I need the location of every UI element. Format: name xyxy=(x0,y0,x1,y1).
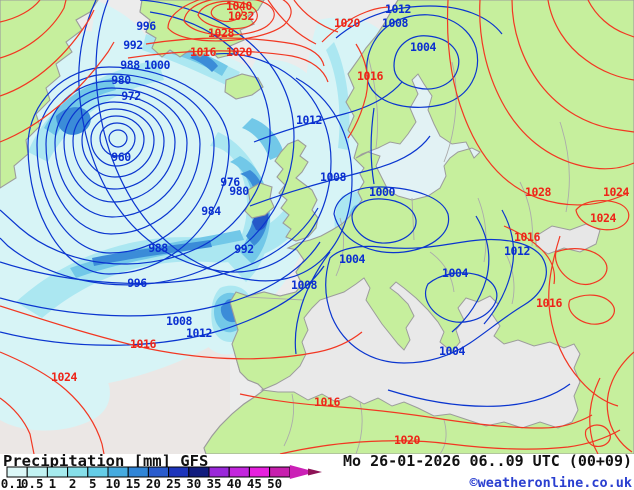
isobar-label: 1020 xyxy=(394,433,421,447)
isobar-label: 960 xyxy=(111,150,131,164)
isobar-label: 1008 xyxy=(291,278,318,292)
isobar-label: 996 xyxy=(127,276,147,290)
isobar-ring xyxy=(63,94,176,203)
isobar-label: 1008 xyxy=(166,314,193,328)
isobar-label: 1024 xyxy=(590,211,617,225)
isobar-label: 1032 xyxy=(228,9,254,23)
isobar-label: 1004 xyxy=(442,266,469,280)
isobar-label: 1004 xyxy=(339,252,366,266)
isobar-label: 996 xyxy=(136,19,156,33)
isobar-label: 1016 xyxy=(130,337,157,351)
isobar-label: 1016 xyxy=(357,69,384,83)
isobar-label: 1004 xyxy=(410,40,437,54)
scale-arrow-tip xyxy=(308,468,322,476)
timestamp: Mo 26-01-2026 06..09 UTC (00+09) xyxy=(343,454,632,470)
scale-tick-label: 50 xyxy=(267,476,282,490)
isobar-ring xyxy=(27,66,230,275)
isobar-label: 1040 xyxy=(226,0,253,13)
legend-canvas: Precipitation [mm] GFS Mo 26-01-2026 06.… xyxy=(1,454,632,490)
isobar-label: 1004 xyxy=(439,344,466,358)
isobar-ring xyxy=(72,101,165,190)
isobar-ring xyxy=(99,122,136,157)
copyright-link[interactable]: ©weatheronline.co.uk xyxy=(469,475,632,490)
color-scale xyxy=(6,466,291,478)
isobar-ring xyxy=(108,129,128,148)
scale-tick-label: 5 xyxy=(89,476,97,490)
scale-tick-label: 10 xyxy=(105,476,120,490)
isobar-ring xyxy=(54,87,188,218)
scale-tick-label: 20 xyxy=(146,476,161,490)
isobar-label: 984 xyxy=(201,204,221,218)
isobar-label: 980 xyxy=(229,184,249,198)
country-borders xyxy=(245,55,570,454)
scale-tick-label: 0.1 xyxy=(1,476,24,490)
scale-tick-label: 40 xyxy=(227,476,242,490)
isobar-label: 1008 xyxy=(320,170,347,184)
isobar-label: 992 xyxy=(234,242,254,256)
isobar-label: 1016 xyxy=(190,45,217,59)
scale-tick-label: 1 xyxy=(49,476,57,490)
isobar-label: 1024 xyxy=(603,185,630,199)
isobar-ring xyxy=(81,108,155,178)
scale-tick-label: 45 xyxy=(247,476,262,490)
isobar-label: 1016 xyxy=(314,395,341,409)
scale-tick-label: 0.5 xyxy=(21,476,44,490)
isobar-label: 1012 xyxy=(385,2,411,16)
isobar-label: 988 xyxy=(148,241,168,255)
isobar-label: 1012 xyxy=(296,113,322,127)
isobar-ring xyxy=(45,80,201,235)
scale-tick-label: 35 xyxy=(206,476,221,490)
isobar-label: 972 xyxy=(121,89,141,103)
isobar-label: 1008 xyxy=(382,16,409,30)
isobar-label: 980 xyxy=(111,73,131,87)
isobar-label: 1020 xyxy=(334,16,361,30)
scale-tick-label: 15 xyxy=(126,476,141,490)
isobar-lines-blue xyxy=(0,0,571,407)
scale-tick-label: 30 xyxy=(186,476,201,490)
isobar-label: 988 xyxy=(120,58,140,72)
scale-tick-label: 25 xyxy=(166,476,181,490)
isobar-label: 1016 xyxy=(536,296,563,310)
legend-title: Precipitation [mm] GFS xyxy=(3,454,208,470)
isobar-label: 1016 xyxy=(514,230,541,244)
isobar-label: 1028 xyxy=(525,185,552,199)
isobar-label: 1028 xyxy=(208,26,235,40)
isobar-ring xyxy=(90,115,145,167)
isobar-label: 1024 xyxy=(51,370,78,384)
scale-tick-labels: 0.10.5 1 2 5 10 15 20 25 30 35 40 45 50 xyxy=(1,476,282,490)
isobar-label: 1020 xyxy=(226,45,253,59)
isobar-ring xyxy=(36,73,215,254)
scale-tick-label: 2 xyxy=(69,476,77,490)
isobar-label: 992 xyxy=(123,38,143,52)
weather-map: 996 992 988 980 972 960 1000 1012 976 980 984 988 99… xyxy=(0,0,634,454)
isobar-label: 1000 xyxy=(144,58,171,72)
low-pressure-rings xyxy=(27,66,230,275)
isobar-label: 1000 xyxy=(369,185,396,199)
isobar-label: 1012 xyxy=(186,326,212,340)
legend-strip: Precipitation [mm] GFS Mo 26-01-2026 06.… xyxy=(0,454,634,490)
scale-arrow xyxy=(289,465,316,479)
isobar-label: 976 xyxy=(220,175,240,189)
isobar-label: 1012 xyxy=(504,244,530,258)
isobar-lines-red xyxy=(0,0,634,454)
